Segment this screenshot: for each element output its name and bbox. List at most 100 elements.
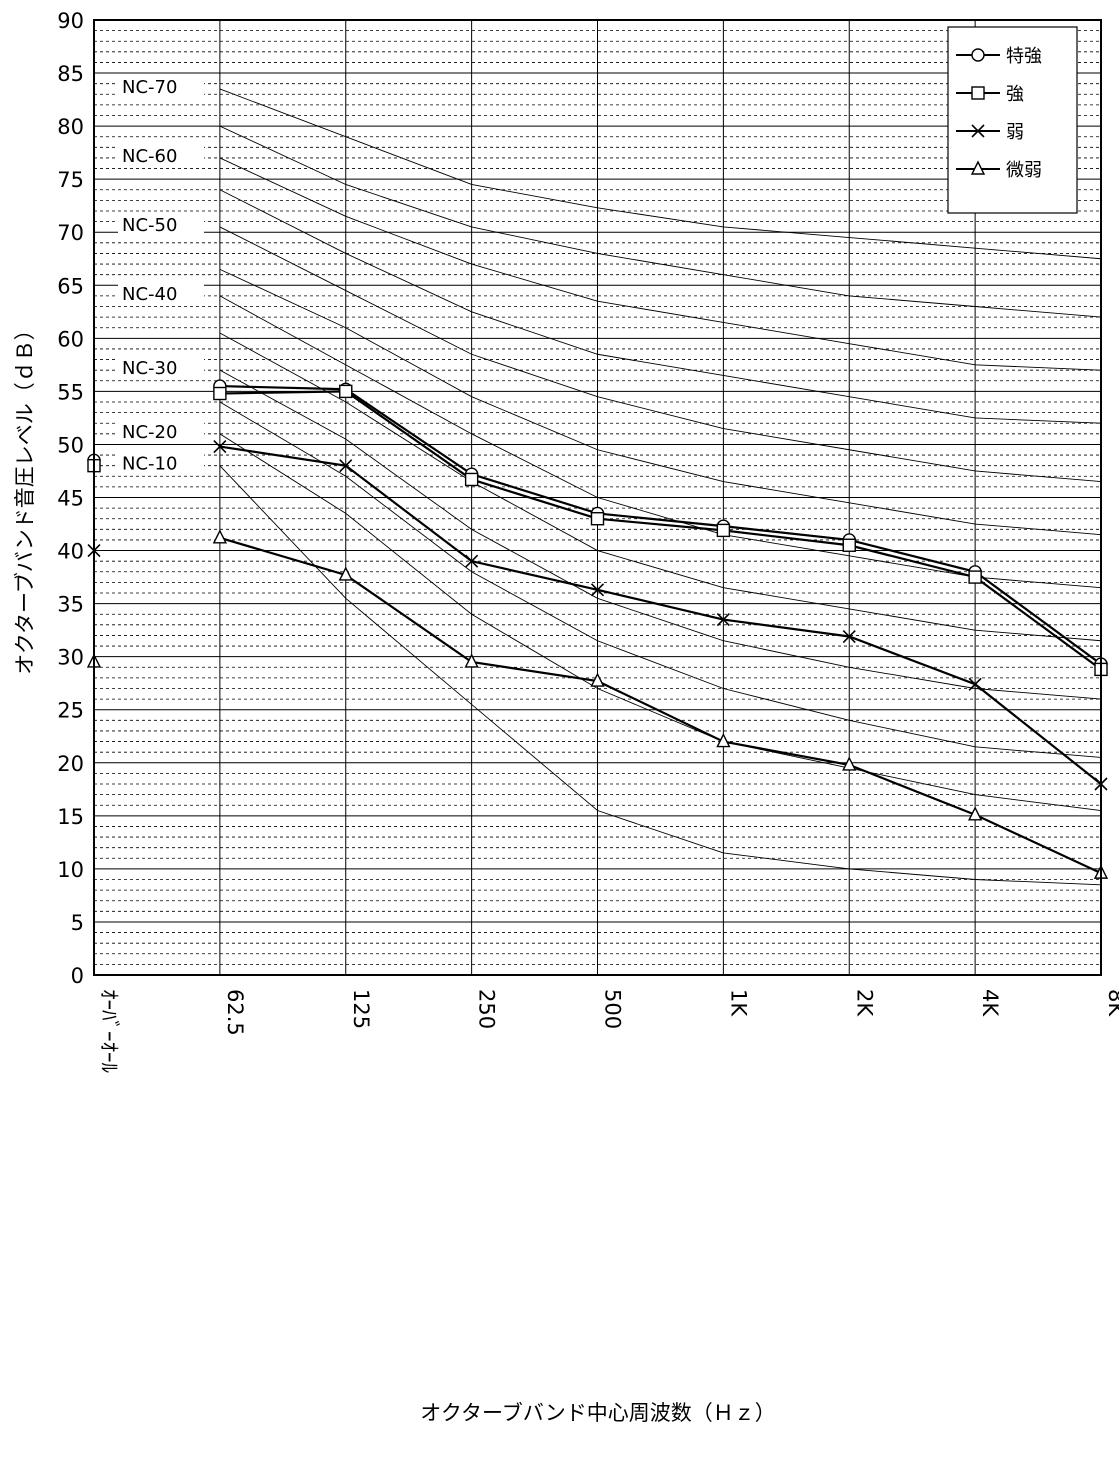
y-tick-label: 0 (71, 964, 84, 988)
nc-curve (219, 369, 1102, 700)
nc-labels: NC-70 NC-60 NC-50 NC-40 NC-30 NC-20 NC-10 (118, 73, 204, 475)
marker-square (590, 512, 605, 526)
x-tick-label: 125 (349, 989, 373, 1029)
y-tick-label: 55 (57, 380, 84, 404)
y-tick-label: 5 (71, 911, 84, 935)
legend-label: 微弱 (1006, 160, 1042, 181)
marker-x (842, 629, 856, 644)
marker-square (842, 538, 856, 552)
marker-square (971, 86, 985, 100)
y-tick-label: 30 (57, 646, 84, 670)
marker-square (339, 384, 353, 399)
nc-curve (219, 189, 1102, 424)
marker-triangle (464, 653, 479, 668)
marker-triangle (338, 566, 353, 581)
marker-x (968, 677, 982, 691)
x-tick-label: 8K (1104, 989, 1119, 1017)
x-tick-labels: ｵｰﾊﾞｰｵｰﾙ 62.5 125 250 500 1K 2K 4K 8K (97, 989, 1119, 1073)
nc-label: NC-60 (122, 146, 177, 167)
marker-square (213, 386, 227, 401)
y-tick-label: 70 (57, 221, 84, 245)
x-tick-label: ｵｰﾊﾞｰｵｰﾙ (97, 989, 121, 1073)
nc-label-bg (118, 142, 204, 167)
major-grid (94, 20, 1101, 975)
nc-curve (219, 465, 1102, 886)
y-tick-label: 45 (57, 487, 84, 511)
series-line (219, 445, 1102, 785)
marker-triangle (967, 806, 983, 821)
nc-curve (219, 401, 1102, 758)
x-tick-label: 2K (852, 989, 876, 1017)
x-tick-label: 250 (475, 989, 499, 1029)
marker-x (716, 612, 730, 627)
marker-square (968, 570, 982, 584)
marker-x (971, 124, 985, 138)
y-tick-label: 15 (57, 805, 84, 829)
nc-label: NC-50 (122, 215, 177, 236)
x-tick-label: 1K (726, 989, 750, 1017)
marker-triangle (716, 732, 731, 748)
x-tick-label: 4K (978, 989, 1002, 1017)
y-axis-title: オクターブバンド音圧レベル（ｄＢ） (13, 319, 37, 675)
nc-curves (219, 88, 1102, 886)
legend-label: 弱 (1006, 122, 1024, 143)
nc-curve (219, 433, 1102, 811)
y-tick-label: 80 (57, 115, 84, 139)
marker-circle (971, 48, 985, 62)
marker-x (339, 459, 353, 473)
legend-label: 強 (1006, 84, 1024, 105)
nc-label: NC-30 (122, 358, 177, 379)
nc-label: NC-40 (122, 284, 177, 305)
nc-label: NC-10 (122, 454, 177, 475)
y-tick-labels: 0 5 10 15 20 25 30 35 40 45 50 55 60 65 70 75 80 85 90 (57, 9, 84, 988)
y-tick-label: 10 (57, 858, 84, 882)
legend-label: 特強 (1006, 46, 1042, 67)
plot-frame (93, 19, 1102, 976)
series-markers (86, 379, 1109, 879)
x-axis-title: オクターブバンド中心周波数（Ｈｚ） (420, 1401, 776, 1425)
x-tick-label: 500 (601, 989, 625, 1029)
nc-label-bg (118, 355, 204, 380)
marker-triangle (842, 756, 857, 771)
y-tick-label: 25 (57, 699, 84, 723)
nc-label-bg (118, 280, 204, 305)
y-tick-label: 50 (57, 433, 84, 457)
x-tick-label: 62.5 (223, 989, 247, 1036)
nc-curve (219, 157, 1102, 371)
series-lines (219, 384, 1102, 875)
y-tick-label: 20 (57, 752, 84, 776)
y-tick-label: 85 (57, 62, 84, 86)
nc-curve (219, 226, 1102, 483)
series-line (219, 536, 1102, 875)
marker-triangle (212, 529, 228, 544)
marker-x (213, 440, 227, 454)
nc-curve (219, 88, 1102, 260)
nc-curve (219, 268, 1102, 536)
nc-label-bg (118, 418, 204, 443)
legend-box (947, 26, 1078, 214)
nc-label: NC-70 (122, 77, 177, 98)
marker-square (716, 523, 731, 538)
nc-label: NC-20 (122, 422, 177, 443)
y-tick-label: 40 (57, 540, 84, 564)
y-tick-label: 75 (57, 168, 84, 192)
marker-x (465, 554, 479, 568)
nc-curve (219, 332, 1102, 642)
nc-label-bg (118, 73, 204, 98)
marker-square (464, 472, 479, 487)
nc-label-bg (118, 450, 204, 475)
series-line (219, 384, 1102, 665)
y-tick-label: 60 (57, 327, 84, 351)
marker-triangle (590, 672, 605, 687)
marker-triangle (970, 160, 986, 175)
nc-label-bg (118, 211, 204, 236)
y-tick-label: 65 (57, 274, 84, 298)
marker-x (590, 583, 605, 597)
y-tick-label: 90 (57, 9, 84, 33)
y-tick-label: 35 (57, 593, 84, 617)
nc-curve (219, 295, 1102, 589)
nc-curve (219, 125, 1102, 318)
series-line (219, 390, 1102, 671)
